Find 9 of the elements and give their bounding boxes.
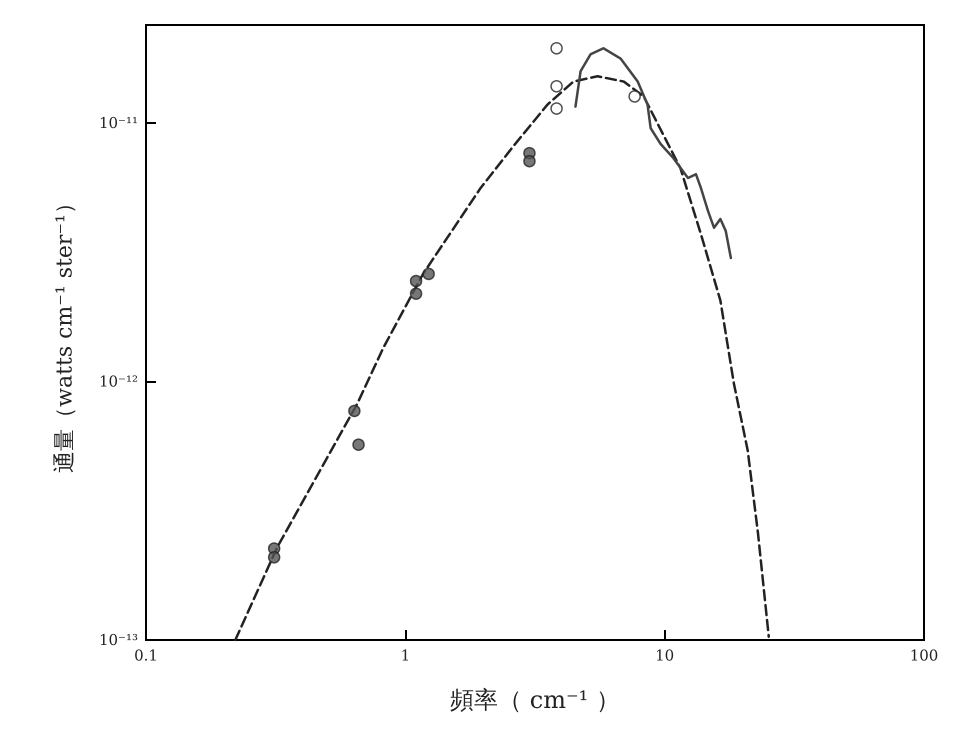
- x-tick-label: 100: [910, 646, 938, 664]
- y-axis-title: 通量（watts cm⁻¹ ster⁻¹）: [52, 192, 78, 473]
- x-tick-label: 10: [655, 646, 674, 664]
- x-tick-label: 0.1: [134, 646, 158, 664]
- y-tick-label: 10⁻¹³: [98, 631, 138, 649]
- y-tick-label: 10⁻¹²: [98, 372, 138, 391]
- x-tick-label: 1: [400, 646, 410, 664]
- y-tick-label: 10⁻¹¹: [98, 114, 138, 132]
- x-axis-title: 頻率（ cm⁻¹ ）: [450, 686, 620, 714]
